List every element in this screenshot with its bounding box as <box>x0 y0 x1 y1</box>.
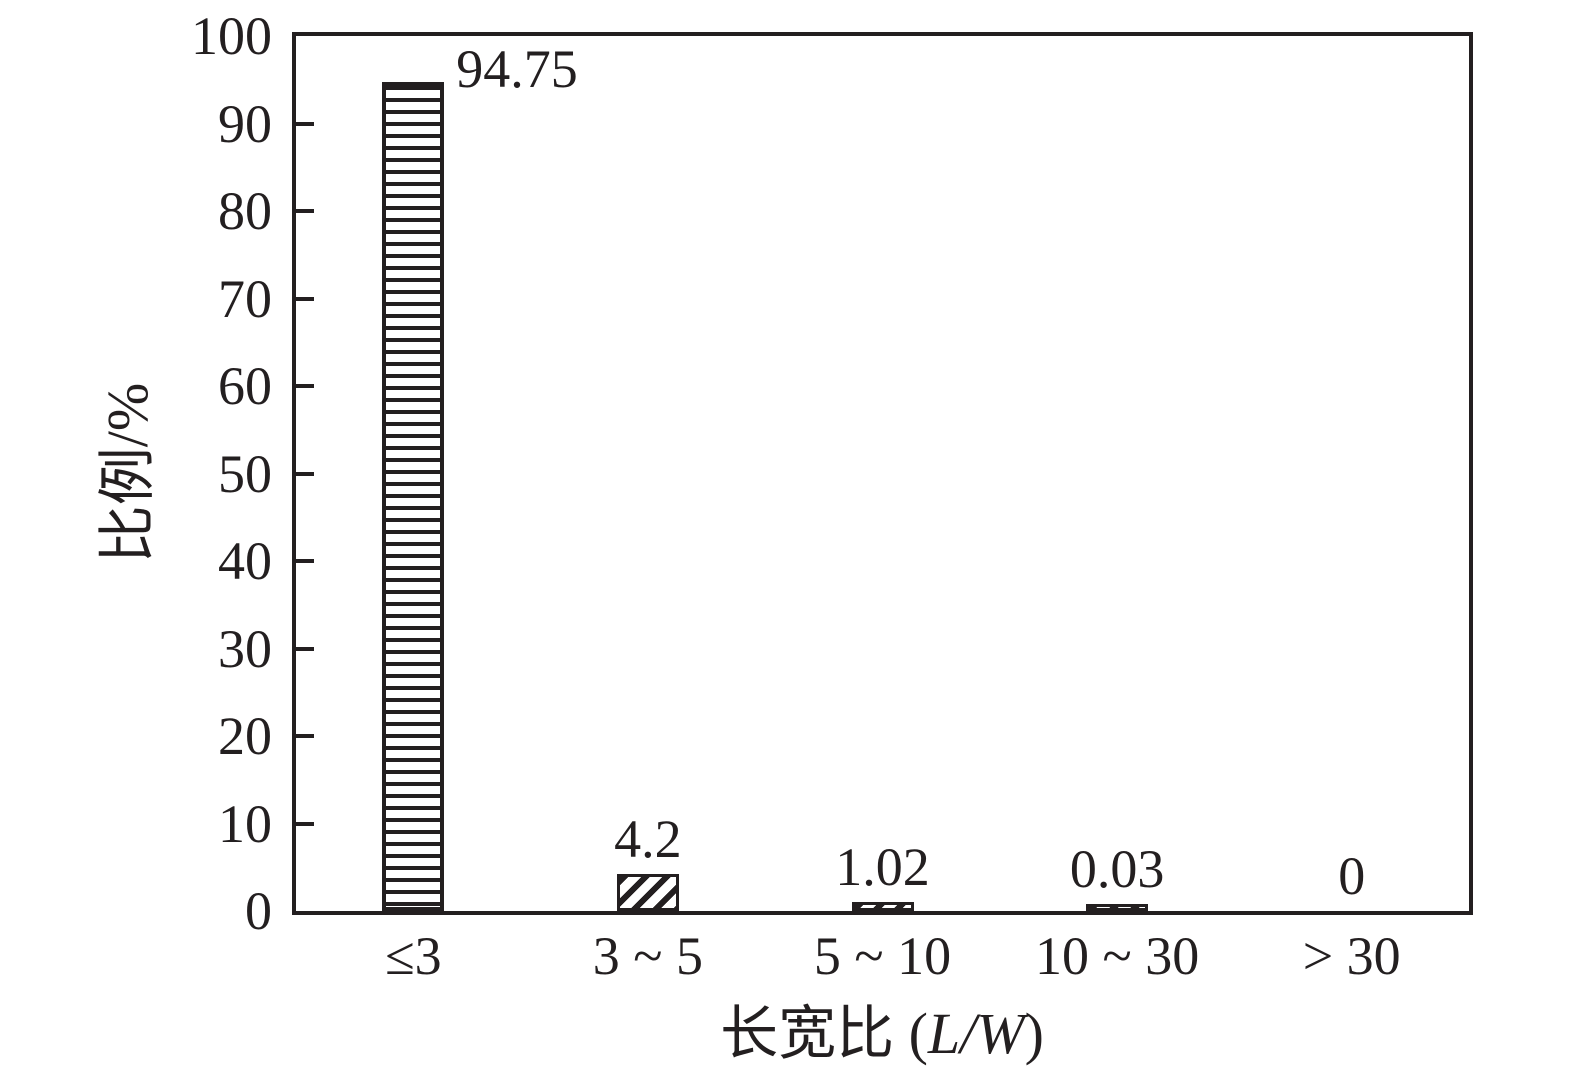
y-tick-label: 100 <box>191 6 272 66</box>
x-category-label: 10 ~ 30 <box>1034 926 1200 986</box>
y-tick-mark <box>296 559 314 563</box>
y-tick-mark <box>296 471 314 476</box>
x-axis-title-suffix: ) <box>1024 1001 1044 1066</box>
bar-value-label: 0.03 <box>1069 839 1165 899</box>
y-tick-label: 60 <box>218 356 272 416</box>
bar <box>616 874 679 911</box>
x-category-label: ≤3 <box>384 926 442 986</box>
y-tick-mark <box>296 121 314 126</box>
plot-area: 94.75 4.2 1.02 0.03 0 <box>292 32 1473 915</box>
bar-value-label: 1.02 <box>835 837 930 898</box>
bar-value-label: 94.75 <box>456 38 578 99</box>
y-tick-label: 20 <box>218 706 272 766</box>
bar <box>1086 904 1149 911</box>
x-category-label: > 30 <box>1302 926 1401 986</box>
y-tick-label: 10 <box>218 793 272 854</box>
x-axis-title: 长宽比 (L/W) <box>582 998 1182 1070</box>
y-tick-label: 90 <box>218 93 272 154</box>
y-tick-label: 30 <box>218 618 272 679</box>
y-tick-label: 40 <box>218 531 272 591</box>
x-category-label: 3 ~ 5 <box>592 926 703 986</box>
y-tick-label: 50 <box>218 443 272 504</box>
y-tick-label: 70 <box>218 268 272 329</box>
y-tick-label: 0 <box>245 881 272 941</box>
y-tick-mark <box>296 296 314 301</box>
bar <box>851 902 914 911</box>
bar <box>382 81 445 911</box>
y-tick-mark <box>296 821 314 826</box>
bar-value-label: 4.2 <box>614 809 682 870</box>
bar-value-label: 0 <box>1338 846 1366 906</box>
y-tick-mark <box>296 646 314 651</box>
x-axis-title-variable: L/W <box>927 1001 1025 1066</box>
x-axis-title-prefix: 长宽比 ( <box>720 1001 928 1066</box>
y-tick-mark <box>296 209 314 213</box>
y-tick-mark <box>296 734 314 738</box>
y-tick-mark <box>296 384 314 388</box>
x-category-label: 5 ~ 10 <box>813 926 952 986</box>
y-tick-label: 80 <box>218 181 272 241</box>
